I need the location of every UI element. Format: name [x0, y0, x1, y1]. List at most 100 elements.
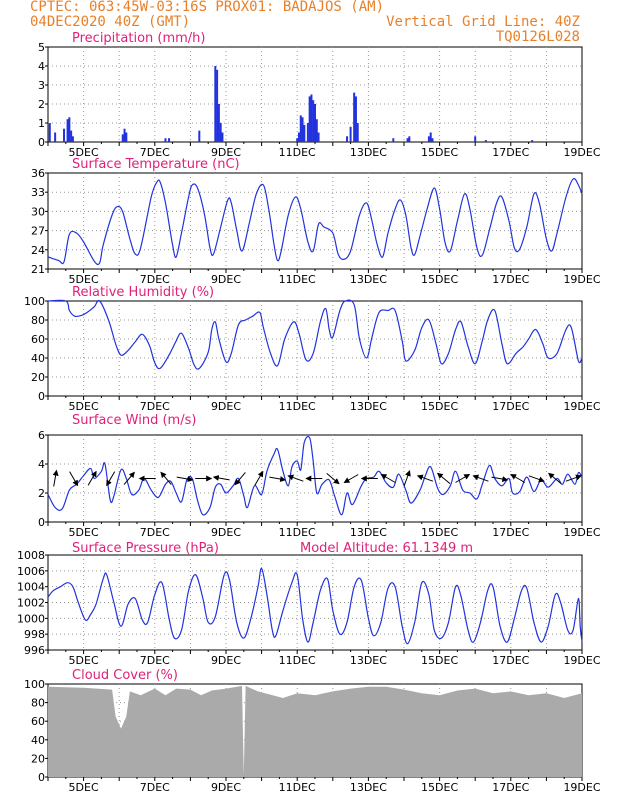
x-tick-label: 13DEC: [350, 654, 387, 667]
y-tick-label: 40: [31, 352, 45, 365]
precip-bar: [429, 132, 432, 142]
precip-bar: [168, 138, 171, 142]
precip-bar: [356, 123, 359, 142]
wind-arrow-icon: [403, 470, 411, 487]
precip-bar: [303, 124, 306, 142]
wind-arrow-icon: [176, 476, 194, 482]
precip-bar: [531, 140, 534, 142]
y-tick-label: 1: [38, 117, 45, 130]
precip-bar: [216, 69, 219, 142]
y-tick-label: 20: [31, 752, 45, 765]
wind-arrow-icon: [472, 474, 489, 482]
precip-bar: [392, 138, 395, 142]
precip-bar: [312, 100, 315, 142]
x-tick-label: 9DEC: [211, 273, 241, 286]
wind-arrow-icon: [87, 470, 97, 486]
precip-bar: [296, 138, 299, 142]
y-tick-label: 36: [31, 167, 45, 180]
x-tick-label: 5DEC: [69, 781, 99, 794]
y-tick-label: 998: [24, 628, 45, 641]
y-tick-label: 0: [38, 390, 45, 403]
wind-arrow-icon: [269, 476, 287, 482]
wind-arrow-icon: [254, 470, 264, 486]
y-tick-label: 4: [38, 458, 45, 471]
precip-bar: [314, 104, 316, 142]
x-tick-label: 5DEC: [69, 526, 99, 539]
y-tick-label: 100: [24, 678, 45, 691]
precip-bar: [299, 115, 302, 142]
wind-arrow-icon: [52, 469, 59, 487]
panel-title: Surface Wind (m/s): [72, 413, 196, 428]
y-tick-label: 24: [31, 244, 45, 257]
wind-arrow-icon: [510, 473, 526, 483]
x-tick-label: 7DEC: [140, 146, 170, 159]
precip-bar: [306, 123, 309, 142]
wind-arrow-icon: [326, 473, 340, 485]
panel-6: Cloud Cover (%) 0 20 40 60 80 100 5DEC 7DEC 9DEC 1…: [24, 668, 601, 794]
precip-bar: [317, 132, 320, 142]
header-date: 04DEC2020 40Z (GMT): [30, 14, 191, 30]
y-tick-label: 3: [38, 79, 45, 92]
x-tick-label: 19DEC: [563, 781, 600, 794]
precip-bar: [474, 136, 477, 142]
wind-arrow-icon: [416, 474, 434, 482]
precip-bar: [301, 117, 304, 142]
x-tick-label: 5DEC: [69, 654, 99, 667]
precip-bar: [54, 132, 57, 142]
panel-subtitle: Model Altitude: 61.1349 m: [300, 541, 473, 556]
panel-title: Precipitation (mm/h): [72, 31, 205, 46]
x-tick-label: 9DEC: [211, 146, 241, 159]
precip-bar: [71, 136, 74, 142]
x-tick-label: 19DEC: [563, 400, 600, 413]
y-tick-label: 40: [31, 734, 45, 747]
precip-bar: [63, 128, 66, 142]
x-tick-label: 11DEC: [279, 273, 316, 286]
precip-bar: [214, 66, 217, 142]
x-tick-label: 7DEC: [140, 526, 170, 539]
x-tick-label: 7DEC: [140, 400, 170, 413]
header-grid-note: Vertical Grid Line: 40Z: [386, 14, 580, 30]
y-tick-label: 80: [31, 697, 45, 710]
y-tick-label: 60: [31, 715, 45, 728]
wind-arrow-icon: [234, 472, 246, 486]
x-tick-label: 15DEC: [421, 400, 458, 413]
y-tick-label: 1006: [17, 565, 45, 578]
x-tick-label: 19DEC: [563, 273, 600, 286]
precip-bar: [219, 123, 222, 142]
x-tick-label: 5DEC: [69, 146, 99, 159]
x-tick-label: 13DEC: [350, 781, 387, 794]
precip-bar: [427, 136, 430, 142]
temperature-line: [47, 177, 583, 266]
x-tick-label: 11DEC: [279, 654, 316, 667]
wind-arrow-icon: [491, 476, 509, 482]
x-tick-label: 11DEC: [279, 400, 316, 413]
x-tick-label: 11DEC: [279, 526, 316, 539]
y-tick-label: 2: [38, 487, 45, 500]
x-tick-label: 17DEC: [492, 781, 529, 794]
x-tick-label: 15DEC: [421, 654, 458, 667]
precip-bar: [431, 138, 434, 142]
x-tick-label: 13DEC: [350, 526, 387, 539]
y-tick-label: 1000: [17, 612, 45, 625]
x-tick-label: 7DEC: [140, 781, 170, 794]
y-tick-label: 20: [31, 371, 45, 384]
panel-3: Relative Humidity (%) 0 20 40 60 80 100 5DEC 7DE…: [24, 285, 601, 413]
y-tick-label: 0: [38, 516, 45, 529]
x-tick-label: 9DEC: [211, 400, 241, 413]
x-tick-label: 9DEC: [211, 781, 241, 794]
precip-bar: [48, 123, 51, 142]
precip-bar: [217, 104, 220, 142]
precip-bar: [408, 136, 411, 142]
precip-bar: [70, 130, 73, 142]
x-tick-label: 11DEC: [279, 781, 316, 794]
x-tick-label: 15DEC: [421, 781, 458, 794]
panel-4: Surface Wind (m/s) 0 2 4 6 5DEC 7DEC 9DEC 11DEC 1…: [38, 413, 601, 539]
x-tick-label: 11DEC: [279, 146, 316, 159]
panel-2: Surface Temperature (nC) 21 24 27 30 33 36 5DEC…: [31, 157, 601, 286]
x-tick-label: 7DEC: [140, 654, 170, 667]
y-tick-label: 4: [38, 60, 45, 73]
header-location: CPTEC: 063:45W-03:16S PROX01: BADAJOS (A…: [30, 0, 385, 15]
wind-arrow-icon: [455, 473, 471, 483]
x-tick-label: 7DEC: [140, 273, 170, 286]
